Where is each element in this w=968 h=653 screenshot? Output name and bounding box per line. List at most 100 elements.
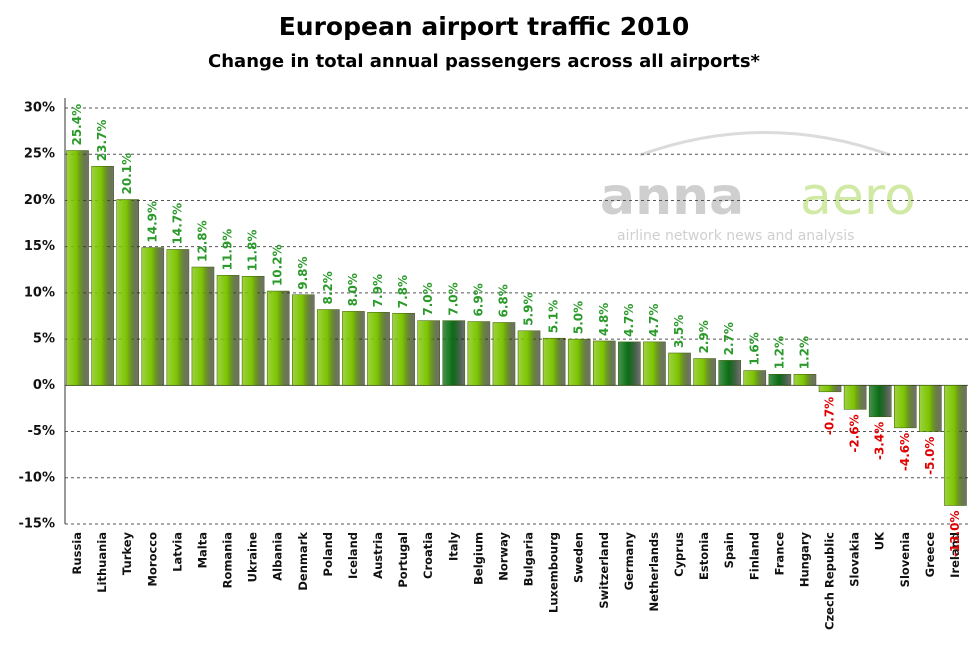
value-label: -0.7% xyxy=(823,397,837,435)
watermark-arc xyxy=(639,131,891,157)
value-label: 4.7% xyxy=(622,304,636,337)
bar xyxy=(567,338,591,386)
y-tick-label: 25% xyxy=(24,147,55,162)
value-label: -2.6% xyxy=(848,414,862,452)
bar xyxy=(467,321,491,386)
value-label: 2.9% xyxy=(697,320,711,353)
x-tick-label: Russia xyxy=(70,532,84,574)
x-tick-label: Norway xyxy=(496,532,510,581)
x-tick-label: Spain xyxy=(722,532,736,568)
chart-subtitle: Change in total annual passengers across… xyxy=(208,51,761,72)
x-tick-label: Latvia xyxy=(170,532,184,572)
bar xyxy=(216,275,240,386)
x-tick-label: Italy xyxy=(446,532,460,561)
bar xyxy=(417,320,440,386)
x-tick-label: Bulgaria xyxy=(522,532,536,586)
y-tick-label: 20% xyxy=(24,193,55,208)
x-tick-label: Iceland xyxy=(346,532,360,579)
value-label: 1.2% xyxy=(772,336,786,369)
bar xyxy=(166,249,190,386)
value-label: -4.6% xyxy=(898,433,912,471)
bar xyxy=(668,352,691,386)
bar xyxy=(241,275,265,386)
value-label: -13.0% xyxy=(948,511,962,558)
x-tick-label: Hungary xyxy=(797,532,811,588)
value-label: -3.4% xyxy=(873,422,887,460)
x-tick-label: France xyxy=(772,532,786,576)
bar xyxy=(492,322,516,386)
value-label: 3.5% xyxy=(672,315,686,348)
bar xyxy=(342,311,365,386)
x-tick-label: Denmark xyxy=(296,532,310,591)
x-tick-label: Malta xyxy=(195,532,209,568)
x-tick-label: Netherlands xyxy=(647,532,661,612)
chart-title: European airport traffic 2010 xyxy=(279,12,690,41)
value-label: 6.9% xyxy=(471,283,485,316)
watermark-tagline: airline network news and analysis xyxy=(617,228,854,244)
x-tick-label: Ukraine xyxy=(246,532,260,583)
x-tick-label: Lithuania xyxy=(95,532,109,593)
x-tick-label: Croatia xyxy=(421,532,435,579)
x-tick-label: Luxembourg xyxy=(547,532,561,613)
x-tick-label: Romania xyxy=(221,532,235,588)
value-label: 5.0% xyxy=(572,301,586,334)
bar xyxy=(593,340,616,386)
value-label: 20.1% xyxy=(120,153,134,195)
x-tick-label: Finland xyxy=(747,532,761,580)
bar xyxy=(793,373,817,386)
y-tick-label: -10% xyxy=(18,470,55,485)
y-tick-label: -15% xyxy=(18,517,55,532)
bar xyxy=(66,150,89,386)
value-label: 11.8% xyxy=(246,230,260,272)
x-tick-label: Slovenia xyxy=(898,532,912,587)
bar xyxy=(91,165,114,386)
bar xyxy=(843,385,867,410)
value-label: 7.8% xyxy=(396,275,410,308)
bar xyxy=(743,370,767,386)
bar xyxy=(317,309,340,386)
bar xyxy=(141,247,165,386)
value-label: 7.0% xyxy=(446,282,460,315)
x-tick-label: Albania xyxy=(271,532,285,581)
x-tick-label: Poland xyxy=(321,532,335,576)
bar xyxy=(894,385,917,429)
x-tick-label: Switzerland xyxy=(597,532,611,609)
value-label: 11.9% xyxy=(221,229,235,271)
bar xyxy=(392,312,415,386)
bar xyxy=(542,337,566,386)
y-tick-label: -5% xyxy=(28,424,55,439)
y-tick-label: 10% xyxy=(24,285,55,300)
bar xyxy=(116,199,139,386)
value-label: 1.6% xyxy=(747,332,761,365)
value-label: 14.9% xyxy=(145,201,159,243)
bar xyxy=(718,360,741,386)
x-tick-label: Morocco xyxy=(145,532,159,587)
x-tick-label: Cyprus xyxy=(672,532,686,577)
value-label: 23.7% xyxy=(95,120,109,162)
x-tick-label: Sweden xyxy=(572,532,586,583)
value-label: 9.8% xyxy=(296,256,310,289)
y-tick-label: 15% xyxy=(24,239,55,254)
value-label: 4.7% xyxy=(647,304,661,337)
x-tick-label: Austria xyxy=(371,532,385,579)
bar xyxy=(768,373,792,386)
x-tick-label: Estonia xyxy=(697,532,711,580)
value-label: 25.4% xyxy=(70,104,84,146)
bar xyxy=(693,358,716,386)
y-tick-label: 0% xyxy=(33,378,55,393)
x-tick-label: Germany xyxy=(622,532,636,591)
value-label: 12.8% xyxy=(195,220,209,262)
value-label: 1.2% xyxy=(797,336,811,369)
x-tick-label: Turkey xyxy=(120,532,134,576)
watermark-brand: anna xyxy=(600,167,744,227)
bar xyxy=(868,385,892,418)
value-label: -5.0% xyxy=(923,437,937,475)
bar xyxy=(944,385,967,506)
value-label: 5.1% xyxy=(547,300,561,333)
value-label: 7.9% xyxy=(371,274,385,307)
x-tick-label: Czech Republic xyxy=(823,532,837,630)
y-tick-label: 5% xyxy=(33,332,55,347)
x-tick-label: UK xyxy=(873,531,887,550)
bar xyxy=(643,341,666,386)
value-label: 14.7% xyxy=(170,203,184,245)
